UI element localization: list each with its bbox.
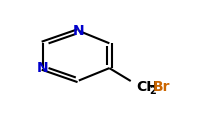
Text: CH: CH [136, 80, 158, 94]
Text: N: N [73, 24, 85, 38]
Text: Br: Br [153, 80, 170, 94]
Text: 2: 2 [149, 86, 156, 96]
Text: N: N [37, 61, 49, 75]
